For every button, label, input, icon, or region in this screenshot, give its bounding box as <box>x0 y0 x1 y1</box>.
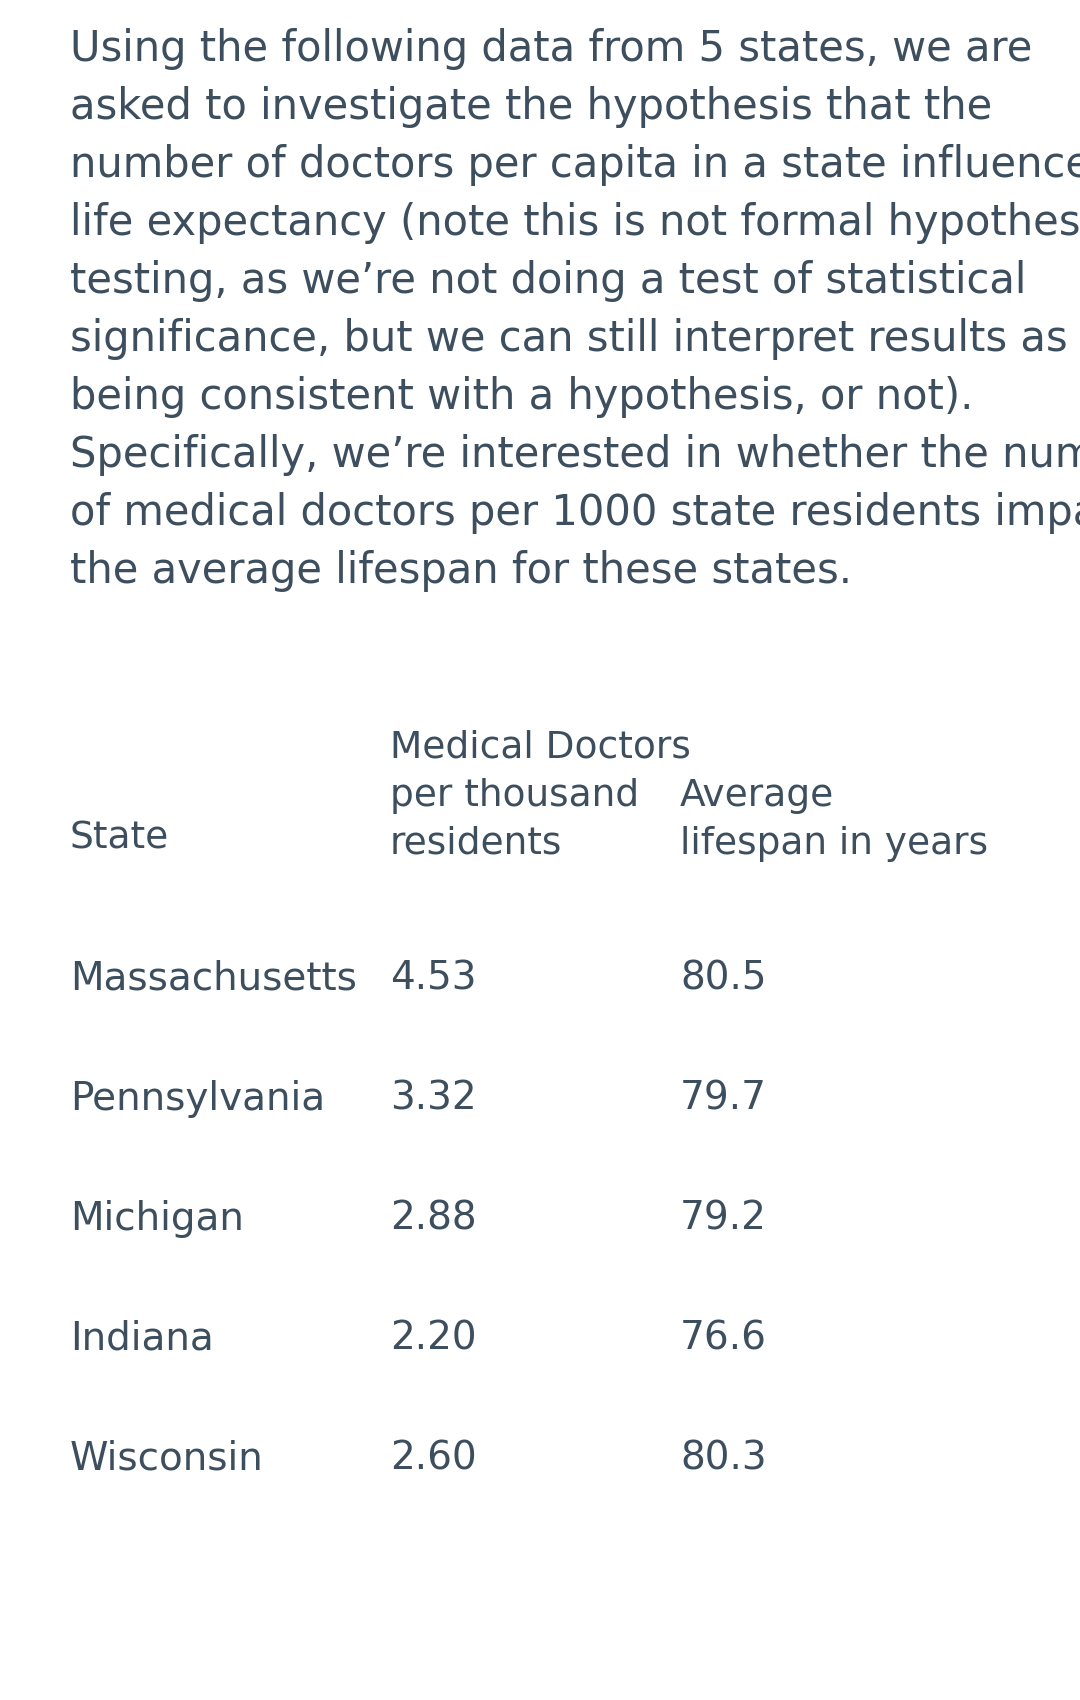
Text: of medical doctors per 1000 state residents impacts: of medical doctors per 1000 state reside… <box>70 491 1080 534</box>
Text: Pennsylvania: Pennsylvania <box>70 1080 325 1119</box>
Text: Indiana: Indiana <box>70 1319 214 1358</box>
Text: 80.3: 80.3 <box>680 1440 767 1477</box>
Text: Specifically, we’re interested in whether the number: Specifically, we’re interested in whethe… <box>70 434 1080 476</box>
Text: lifespan in years: lifespan in years <box>680 826 988 862</box>
Text: 2.60: 2.60 <box>390 1440 476 1477</box>
Text: significance, but we can still interpret results as: significance, but we can still interpret… <box>70 318 1068 360</box>
Text: 79.2: 79.2 <box>680 1200 767 1238</box>
Text: Wisconsin: Wisconsin <box>70 1440 264 1477</box>
Text: number of doctors per capita in a state influences: number of doctors per capita in a state … <box>70 144 1080 185</box>
Text: 4.53: 4.53 <box>390 960 476 998</box>
Text: per thousand: per thousand <box>390 779 639 814</box>
Text: State: State <box>70 819 170 857</box>
Text: residents: residents <box>390 826 563 862</box>
Text: 3.32: 3.32 <box>390 1080 476 1119</box>
Text: 76.6: 76.6 <box>680 1319 767 1358</box>
Text: 80.5: 80.5 <box>680 960 767 998</box>
Text: Average: Average <box>680 779 834 814</box>
Text: being consistent with a hypothesis, or not).: being consistent with a hypothesis, or n… <box>70 376 973 418</box>
Text: asked to investigate the hypothesis that the: asked to investigate the hypothesis that… <box>70 87 993 128</box>
Text: 79.7: 79.7 <box>680 1080 767 1119</box>
Text: life expectancy (note this is not formal hypothesis: life expectancy (note this is not formal… <box>70 202 1080 245</box>
Text: testing, as we’re not doing a test of statistical: testing, as we’re not doing a test of st… <box>70 260 1026 303</box>
Text: Massachusetts: Massachusetts <box>70 960 356 998</box>
Text: 2.20: 2.20 <box>390 1319 476 1358</box>
Text: Medical Doctors: Medical Doctors <box>390 729 691 767</box>
Text: Using the following data from 5 states, we are: Using the following data from 5 states, … <box>70 27 1032 70</box>
Text: 2.88: 2.88 <box>390 1200 476 1238</box>
Text: Michigan: Michigan <box>70 1200 244 1238</box>
Text: the average lifespan for these states.: the average lifespan for these states. <box>70 551 852 592</box>
